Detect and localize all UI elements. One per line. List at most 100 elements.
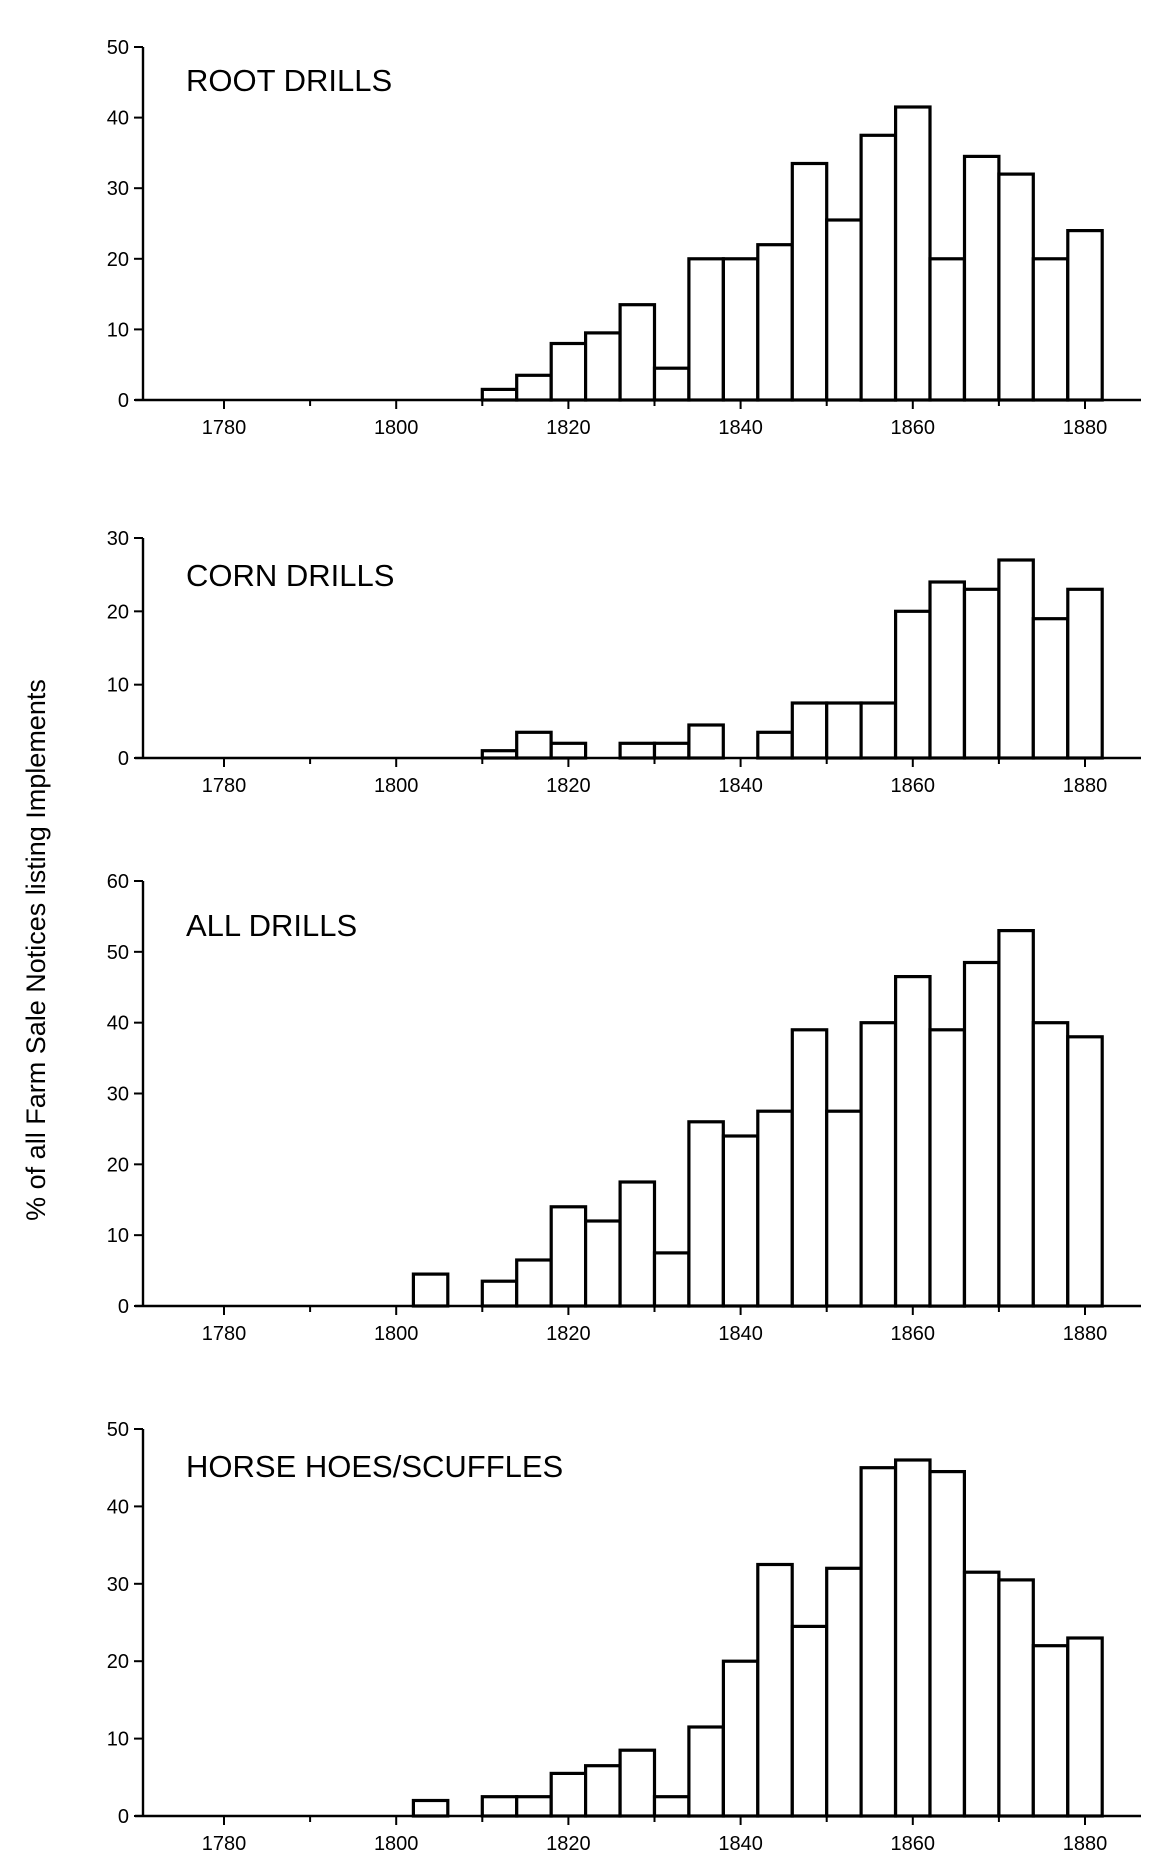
x-tick-label-all-drills-1820: 1820: [546, 1323, 591, 1345]
bar-horse-hoes-1816: [515, 1795, 553, 1818]
bar-root-drills-1832: [652, 366, 691, 402]
bar-all-drills-1816: [515, 1258, 553, 1308]
x-tick-label-horse-hoes-1860: 1860: [891, 1833, 936, 1855]
bar-root-drills-1876: [1031, 257, 1070, 402]
bar-horse-hoes-1860: [893, 1458, 932, 1818]
x-tick-label-horse-hoes-1840: 1840: [718, 1833, 763, 1855]
bar-root-drills-1860: [893, 105, 932, 402]
panel-horse-hoes: 0 10 20 30 40 50 1780 1800 1820 1840 1860 1880 HORSE…: [107, 1419, 1141, 1855]
bar-corn-drills-1832: [652, 741, 691, 760]
bar-all-drills-1848: [790, 1028, 829, 1308]
y-tick-label-corn-drills-10: 10: [107, 675, 129, 697]
bar-root-drills-1844: [756, 243, 794, 402]
bar-all-drills-1812: [480, 1279, 519, 1308]
panel-title-root-drills: ROOT DRILLS: [186, 63, 392, 98]
bar-all-drills-1860: [893, 974, 932, 1308]
bar-root-drills-1840: [721, 257, 760, 402]
bar-root-drills-1824: [583, 331, 622, 402]
bar-root-drills-1872: [997, 172, 1035, 402]
bar-all-drills-1880: [1066, 1035, 1104, 1308]
panel-title-corn-drills: CORN DRILLS: [186, 558, 394, 593]
x-tick-label-corn-drills-1800: 1800: [374, 775, 419, 797]
x-tick-label-all-drills-1800: 1800: [374, 1323, 419, 1345]
bar-all-drills-1828: [618, 1180, 657, 1308]
bar-all-drills-1876: [1031, 1021, 1070, 1308]
y-tick-label-horse-hoes-0: 0: [118, 1806, 129, 1828]
panel-title-horse-hoes: HORSE HOES/SCUFFLES: [186, 1449, 563, 1484]
y-tick-label-corn-drills-30: 30: [107, 528, 129, 550]
bar-horse-hoes-1828: [618, 1748, 657, 1818]
bar-all-drills-1872: [997, 928, 1035, 1308]
y-tick-label-root-drills-50: 50: [107, 37, 129, 59]
bar-horse-hoes-1824: [583, 1764, 622, 1818]
x-tick-label-all-drills-1840: 1840: [718, 1323, 763, 1345]
bar-root-drills-1836: [687, 257, 725, 402]
bar-root-drills-1864: [928, 257, 967, 402]
x-tick-label-horse-hoes-1820: 1820: [546, 1833, 591, 1855]
bar-corn-drills-1852: [825, 701, 863, 760]
bar-all-drills-1856: [859, 1021, 898, 1308]
y-tick-label-root-drills-20: 20: [107, 249, 129, 271]
x-tick-label-corn-drills-1880: 1880: [1063, 775, 1108, 797]
bar-horse-hoes-1880: [1066, 1636, 1104, 1818]
x-tick-label-corn-drills-1860: 1860: [891, 775, 936, 797]
bar-root-drills-1812: [480, 387, 519, 402]
bar-root-drills-1828: [618, 303, 657, 402]
bar-corn-drills-1856: [859, 701, 898, 760]
bar-all-drills-1820: [549, 1205, 588, 1308]
bar-corn-drills-1836: [687, 723, 725, 760]
x-tick-label-root-drills-1820: 1820: [546, 417, 591, 439]
bar-horse-hoes-1852: [825, 1566, 863, 1818]
x-tick-label-corn-drills-1840: 1840: [718, 775, 763, 797]
bar-horse-hoes-1848: [790, 1624, 829, 1818]
bar-corn-drills-1848: [790, 701, 829, 760]
bar-corn-drills-1872: [997, 558, 1035, 760]
bar-corn-drills-1880: [1066, 587, 1104, 760]
bar-root-drills-1856: [859, 133, 898, 402]
bar-horse-hoes-1832: [652, 1795, 691, 1818]
x-tick-label-all-drills-1860: 1860: [891, 1323, 936, 1345]
x-tick-label-root-drills-1840: 1840: [718, 417, 763, 439]
bar-horse-hoes-1864: [928, 1469, 967, 1818]
bar-root-drills-1848: [790, 161, 829, 402]
bar-horse-hoes-1804: [411, 1798, 450, 1818]
y-tick-label-all-drills-60: 60: [107, 871, 129, 893]
bar-all-drills-1840: [721, 1134, 760, 1308]
panel-root-drills: 0 10 20 30 40 50 1780 1800 1820 1840 1860 1880 ROOT …: [107, 37, 1141, 439]
bar-corn-drills-1868: [962, 587, 1001, 760]
y-axis-label: % of all Farm Sale Notices listing Imple…: [21, 679, 51, 1221]
bar-horse-hoes-1812: [480, 1795, 519, 1818]
y-tick-label-horse-hoes-50: 50: [107, 1419, 129, 1441]
bar-all-drills-1868: [962, 960, 1001, 1308]
bar-all-drills-1864: [928, 1028, 967, 1308]
y-tick-label-root-drills-10: 10: [107, 319, 129, 341]
x-tick-label-all-drills-1880: 1880: [1063, 1323, 1108, 1345]
y-tick-label-all-drills-20: 20: [107, 1154, 129, 1176]
y-tick-label-corn-drills-0: 0: [118, 748, 129, 770]
bar-corn-drills-1864: [928, 580, 967, 760]
bar-root-drills-1852: [825, 218, 863, 402]
bar-horse-hoes-1856: [859, 1466, 898, 1818]
y-tick-label-horse-hoes-10: 10: [107, 1729, 129, 1751]
x-tick-label-horse-hoes-1880: 1880: [1063, 1833, 1108, 1855]
bar-all-drills-1836: [687, 1120, 725, 1308]
y-tick-label-horse-hoes-40: 40: [107, 1496, 129, 1518]
bar-horse-hoes-1872: [997, 1578, 1035, 1818]
bar-horse-hoes-1844: [756, 1562, 794, 1818]
y-tick-label-corn-drills-20: 20: [107, 601, 129, 623]
bar-all-drills-1844: [756, 1109, 794, 1308]
bar-all-drills-1832: [652, 1251, 691, 1308]
x-tick-label-horse-hoes-1780: 1780: [202, 1833, 247, 1855]
bar-all-drills-1824: [583, 1219, 622, 1308]
x-tick-label-root-drills-1880: 1880: [1063, 417, 1108, 439]
y-tick-label-all-drills-0: 0: [118, 1296, 129, 1318]
bar-corn-drills-1860: [893, 609, 932, 760]
x-tick-label-all-drills-1780: 1780: [202, 1323, 247, 1345]
bar-horse-hoes-1820: [549, 1771, 588, 1818]
bar-root-drills-1880: [1066, 229, 1104, 402]
panel-corn-drills: 0 10 20 30 1780 1800 1820 1840 1860 1880 CORN DRIL…: [107, 528, 1141, 797]
panel-all-drills: 0 10 20 30 40 50 60 1780 1800 1820 1840 1860 1880 ALL…: [107, 871, 1141, 1345]
bar-corn-drills-1844: [756, 730, 794, 760]
bar-corn-drills-1820: [549, 741, 588, 760]
bar-root-drills-1816: [515, 373, 553, 402]
